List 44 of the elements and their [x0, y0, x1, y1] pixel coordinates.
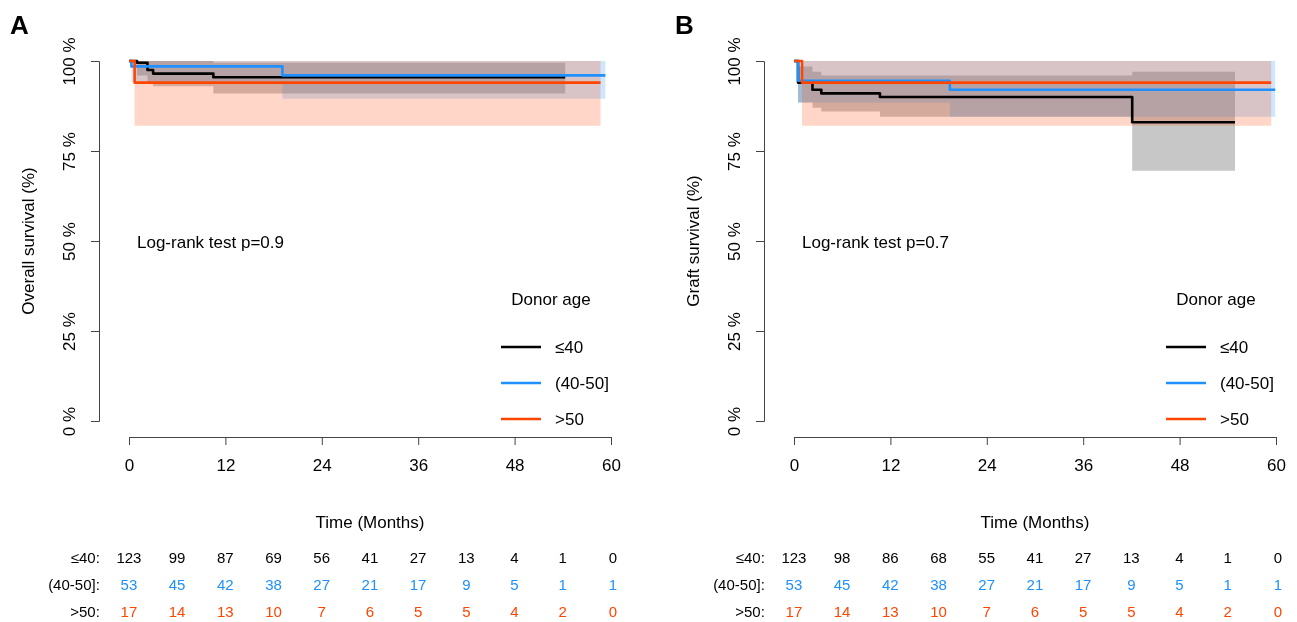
x-tick-label: 36	[1074, 456, 1094, 476]
y-tick-label: 25 %	[725, 312, 744, 351]
x-axis-title: Time (Months)	[980, 513, 1090, 532]
legend-label: ≤40	[1220, 338, 1249, 357]
y-tick-label: 75 %	[60, 132, 79, 171]
y-tick-label: 25 %	[60, 312, 79, 351]
y-axis-title: Overall survival (%)	[19, 167, 38, 315]
x-tick-label: 0	[789, 456, 800, 476]
annotation: Log-rank test p=0.7	[802, 233, 949, 252]
x-tick-label: 0	[124, 456, 135, 476]
text: ≤40: 123 99 87 69 56 41 27 13 4 1 0	[70, 549, 618, 566]
y-tick-label: 75 %	[725, 132, 744, 171]
x-tick-label: 12	[216, 456, 236, 476]
text: (40-50]: 53 45 42 38 27 21 17 9 5 1 1	[48, 576, 618, 593]
legend-label: (40-50]	[555, 374, 609, 393]
x-tick-label: 24	[977, 456, 997, 476]
legend-title: Donor age	[1176, 290, 1256, 309]
legend-label: >50	[555, 410, 584, 429]
annotation: Log-rank test p=0.9	[137, 233, 284, 252]
y-tick-label: 50 %	[725, 222, 744, 261]
x-tick-label: 48	[1170, 456, 1190, 476]
chart-title: B	[675, 10, 694, 40]
x-tick-label: 60	[602, 456, 621, 476]
x-tick-label: 24	[312, 456, 332, 476]
x-tick-label: 12	[881, 456, 901, 476]
y-tick-label: 0 %	[725, 406, 744, 437]
y-axis-title: Graft survival (%)	[684, 175, 703, 307]
x-tick-label: 36	[409, 456, 429, 476]
x-tick-label: 48	[505, 456, 525, 476]
text: (40-50]: 53 45 42 38 27 21 17 9 5 1 1	[713, 576, 1283, 593]
text: >50: 17 14 13 10 7 6 5 5 4 2 0	[70, 603, 618, 620]
legend-title: Donor age	[511, 290, 591, 309]
text: ≤40: 123 98 86 68 55 41 27 13 4 1 0	[735, 549, 1283, 566]
chart-title: A	[10, 10, 29, 40]
y-tick-label: 100 %	[725, 37, 744, 86]
y-tick-label: 0 %	[60, 406, 79, 437]
legend-label: ≤40	[555, 338, 584, 357]
x-axis-title: Time (Months)	[315, 513, 425, 532]
y-tick-label: 100 %	[60, 37, 79, 86]
text: >50: 17 14 13 10 7 6 5 5 4 2 0	[735, 603, 1283, 620]
y-tick-label: 50 %	[60, 222, 79, 261]
legend-label: (40-50]	[1220, 374, 1274, 393]
x-tick-label: 60	[1267, 456, 1286, 476]
legend-label: >50	[1220, 410, 1249, 429]
